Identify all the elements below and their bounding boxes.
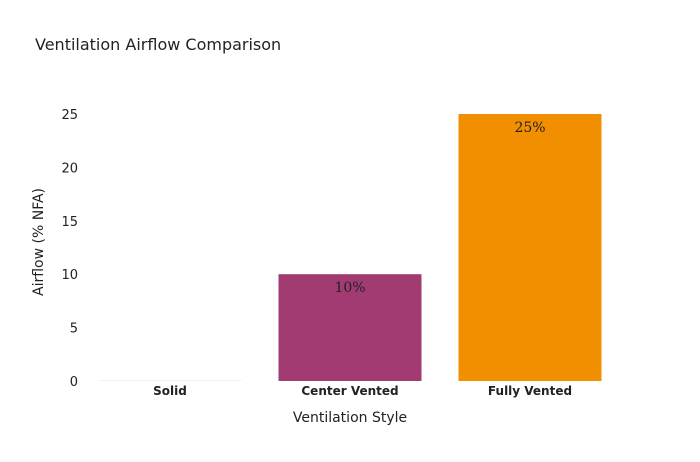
bar-center-vented xyxy=(278,274,422,381)
data-label: 25% xyxy=(514,120,545,136)
data-labels: 10% 25% xyxy=(334,120,545,296)
y-tick-label: 25 xyxy=(61,108,78,123)
y-tick-label: 0 xyxy=(70,375,78,390)
data-label: 10% xyxy=(334,280,365,296)
bar-solid xyxy=(98,380,242,381)
x-tick-label: Fully Vented xyxy=(488,384,572,398)
y-axis-label: Airflow (% NFA) xyxy=(31,188,47,296)
y-axis-ticks: 0 5 10 15 20 25 xyxy=(61,108,78,390)
x-axis-label: Ventilation Style xyxy=(293,410,407,426)
bar-fully-vented xyxy=(458,114,602,381)
x-tick-label: Solid xyxy=(153,384,187,398)
y-tick-label: 10 xyxy=(61,268,78,283)
chart-title: Ventilation Airflow Comparison xyxy=(35,35,282,54)
x-axis-ticks: Solid Center Vented Fully Vented xyxy=(153,384,572,398)
y-tick-label: 15 xyxy=(61,215,78,230)
y-tick-label: 20 xyxy=(61,161,78,176)
bars xyxy=(98,114,602,381)
y-tick-label: 5 xyxy=(70,322,78,337)
x-tick-label: Center Vented xyxy=(301,384,398,398)
